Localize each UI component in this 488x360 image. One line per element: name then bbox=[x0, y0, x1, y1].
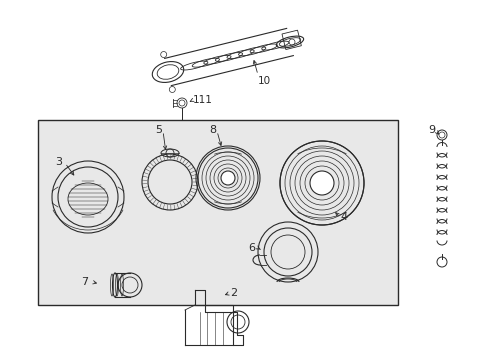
Circle shape bbox=[309, 171, 333, 195]
Text: 9: 9 bbox=[427, 125, 434, 135]
Text: 6: 6 bbox=[247, 243, 254, 253]
Text: 8: 8 bbox=[208, 125, 216, 135]
Text: 4: 4 bbox=[339, 212, 346, 222]
Circle shape bbox=[221, 171, 235, 185]
Bar bbox=[38, 120, 397, 305]
Text: 2: 2 bbox=[229, 288, 237, 298]
Text: 10: 10 bbox=[258, 76, 270, 86]
Text: 111: 111 bbox=[193, 95, 212, 105]
Bar bbox=[282, 30, 301, 50]
Text: 7: 7 bbox=[81, 277, 88, 287]
Text: 3: 3 bbox=[55, 157, 62, 167]
Text: 5: 5 bbox=[155, 125, 162, 135]
